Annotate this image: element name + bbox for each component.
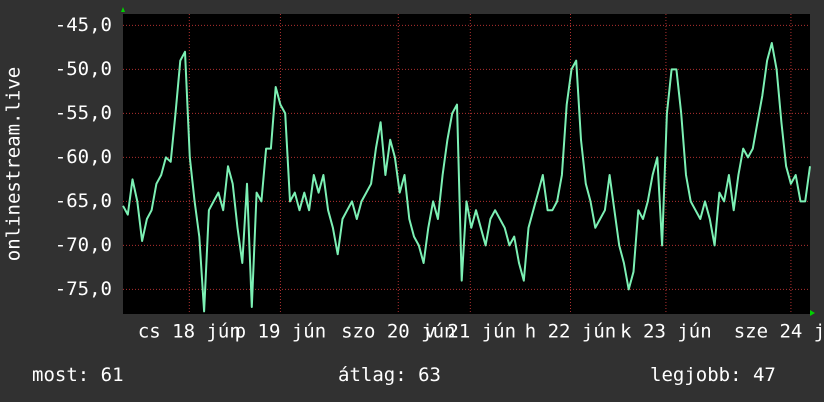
x-tick-label: sze 24 jún xyxy=(734,321,824,343)
y-tick-label: -55,0 xyxy=(55,102,112,124)
y-tick-label: -65,0 xyxy=(55,190,112,212)
stat-label: átlag: xyxy=(338,364,407,386)
stat: átlag: 63 xyxy=(338,364,441,386)
x-tick-label: cs 18 jún xyxy=(138,321,241,343)
plot-area xyxy=(123,14,810,314)
stat-label: legjobb: xyxy=(650,364,742,386)
y-arrow xyxy=(121,7,125,12)
x-arrow xyxy=(810,310,815,316)
stat-label: most: xyxy=(32,364,89,386)
x-tick-label: k 23 jún xyxy=(620,321,712,343)
x-tick-label: h 22 jún xyxy=(525,321,617,343)
y-axis-label: onlinestream.live xyxy=(3,67,25,261)
y-tick-label: -75,0 xyxy=(55,278,112,300)
y-tick-label: -70,0 xyxy=(55,234,112,256)
stat-value: 61 xyxy=(101,364,124,386)
stat: legjobb: 47 xyxy=(650,364,776,386)
x-tick-label: p 19 jún xyxy=(235,321,327,343)
y-tick-label: -50,0 xyxy=(55,58,112,80)
stat-value: 47 xyxy=(753,364,776,386)
y-tick-label: -60,0 xyxy=(55,146,112,168)
x-tick-label: szo 20 jún xyxy=(341,321,455,343)
x-tick-label: v 21 jún xyxy=(425,321,517,343)
y-tick-label: -45,0 xyxy=(55,14,112,36)
data-line xyxy=(122,42,811,313)
stats: most: 61 átlag: 63 legjobb: 47 xyxy=(32,364,776,386)
stat: most: 61 xyxy=(32,364,124,386)
stat-value: 63 xyxy=(418,364,441,386)
